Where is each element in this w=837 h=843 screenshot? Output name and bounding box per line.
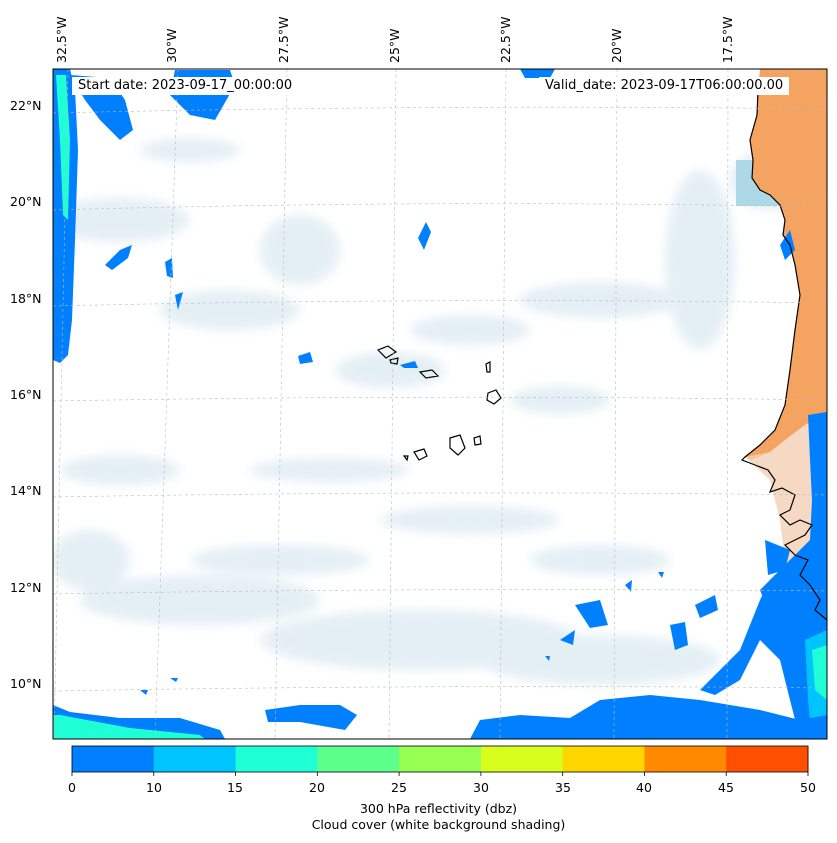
colorbar-tick-label: 50 [800, 780, 816, 795]
colorbar-label: 300 hPa reflectivity (dbz) [359, 801, 518, 816]
colorbar-swatch [480, 746, 564, 772]
africa-coastline [740, 89, 827, 621]
lat-label: 12°N [10, 580, 42, 595]
colorbar-swatch [562, 746, 645, 772]
lon-label: 25°W [387, 28, 402, 63]
colorbar-tick-label: 25 [391, 780, 407, 795]
lat-label: 20°N [10, 194, 42, 209]
lat-label: 10°N [10, 676, 42, 691]
africa-land [745, 69, 827, 460]
colorbar-tick-label: 45 [718, 780, 734, 795]
colorbar-swatch [235, 746, 318, 772]
colorbar-swatch [317, 746, 400, 772]
lon-label: 32.5°W [54, 16, 69, 63]
colorbar-tick-label: 0 [68, 780, 76, 795]
lat-label: 14°N [10, 483, 42, 498]
lon-label: 30°W [164, 28, 179, 63]
colorbar-tick-label: 30 [473, 780, 489, 795]
map-frame [52, 68, 828, 740]
valid-date-label: Valid_date: 2023-09-17T06:00:00.00 [539, 77, 790, 95]
lon-label: 22.5°W [498, 16, 513, 63]
colorbar-tickmarks [71, 772, 809, 776]
colorbar-frame [71, 745, 809, 773]
gridlines [52, 68, 828, 740]
lat-label: 18°N [10, 291, 42, 306]
colorbar-tick-label: 15 [227, 780, 243, 795]
colorbar-swatch [399, 746, 482, 772]
lon-label: 20°W [609, 28, 624, 63]
colorbar-tick-label: 35 [555, 780, 571, 795]
colorbar-swatch [153, 746, 237, 772]
colorbar-sublabel: Cloud cover (white background shading) [311, 817, 566, 832]
cape-verde-islands [376, 345, 502, 462]
colorbar-tick-label: 20 [309, 780, 325, 795]
colorbar-swatch [726, 746, 809, 772]
colorbar-swatch [644, 746, 727, 772]
colorbar-tick-label: 10 [146, 780, 162, 795]
start-date-label: Start date: 2023-09-17_00:00:00 [72, 77, 299, 95]
lat-label: 16°N [10, 387, 42, 402]
colorbar-swatch [72, 746, 155, 772]
lon-label: 27.5°W [276, 16, 291, 63]
colorbar-tick-label: 40 [636, 780, 652, 795]
lat-label: 22°N [10, 98, 42, 113]
reflectivity-blobs [53, 69, 827, 739]
lon-label: 17.5°W [720, 16, 735, 63]
colorbar-swatches [72, 746, 809, 772]
